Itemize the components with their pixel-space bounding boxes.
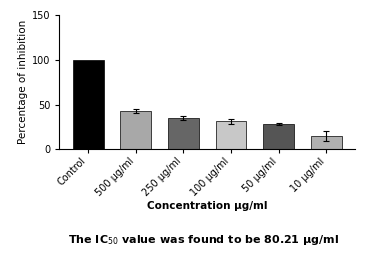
Bar	[168, 118, 199, 149]
Text: The IC$_{50}$ value was found to be 80.21 µg/ml: The IC$_{50}$ value was found to be 80.2…	[68, 233, 339, 247]
X-axis label: Concentration µg/ml: Concentration µg/ml	[147, 201, 268, 211]
Y-axis label: Percentage of inhibition: Percentage of inhibition	[17, 20, 27, 144]
Bar	[311, 136, 342, 149]
Bar	[120, 111, 151, 149]
Bar	[263, 124, 294, 149]
Bar	[216, 122, 246, 149]
Bar	[73, 60, 104, 149]
